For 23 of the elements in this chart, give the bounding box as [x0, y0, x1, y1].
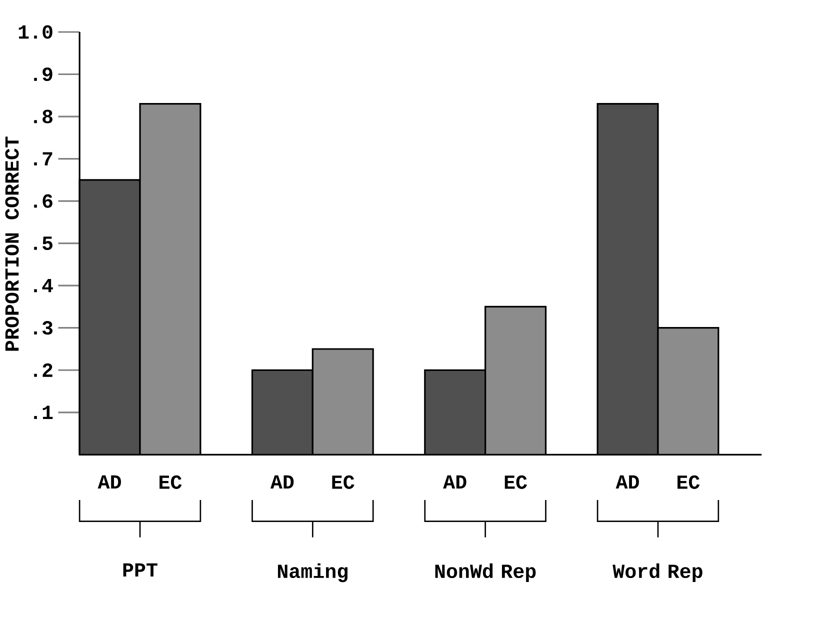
y-tick-label: .9	[34, 68, 52, 82]
y-tick-label: .5	[34, 236, 52, 250]
x-tick-label: Naming	[278, 564, 348, 582]
x-tick-label: Word Rep	[612, 564, 702, 582]
text: EC	[678, 476, 700, 490]
y-tick-label: 1.0	[18, 25, 52, 39]
series-label: AD	[98, 476, 121, 489]
y-tick-label: .7	[34, 152, 52, 166]
x-tick-label: PPT	[123, 564, 158, 577]
text: EC	[504, 476, 527, 490]
y-tick-label: .4	[34, 279, 53, 292]
text: EC	[332, 476, 354, 490]
y-tick-label: .2	[34, 364, 52, 377]
x-tick-label: NonWd Rep	[435, 564, 536, 582]
text: AD	[616, 476, 639, 489]
y-tick-label: .6	[34, 194, 52, 208]
y-axis-title: PROPORTION CORRECT	[5, 136, 19, 351]
series-label: EC	[160, 476, 182, 490]
y-tick-label: .1	[34, 406, 53, 420]
y-tick-label: .8	[34, 110, 52, 124]
y-tick-label: .3	[34, 321, 52, 335]
text: AD	[270, 476, 294, 489]
text: AD	[443, 476, 466, 489]
